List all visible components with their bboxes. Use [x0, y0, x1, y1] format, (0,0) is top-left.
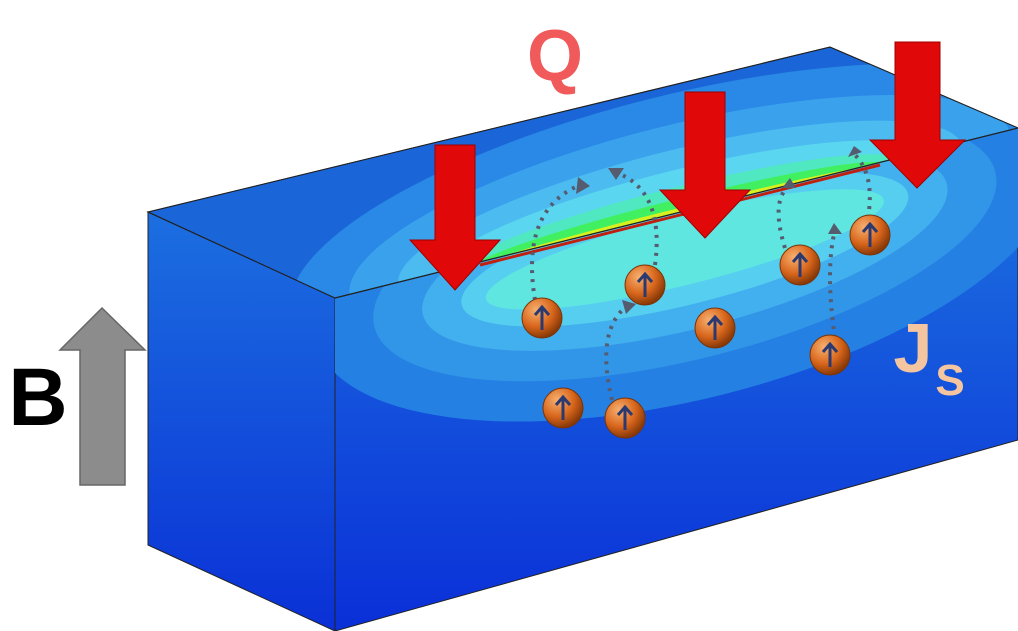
shape: [605, 398, 645, 438]
diagram: Q B J S: [0, 0, 1018, 631]
body: Q B J S (() => { const data = JSON.parse…: [0, 0, 1018, 631]
shape: [780, 245, 820, 285]
shape: [810, 335, 850, 375]
shape: [543, 388, 583, 428]
field-label: B: [8, 352, 67, 443]
shape: [695, 308, 735, 348]
shape: [522, 298, 562, 338]
spin-current-label: J: [894, 309, 933, 387]
shape: [625, 265, 665, 305]
heat-label: Q: [527, 16, 583, 96]
spin-current-subscript: S: [935, 356, 964, 405]
page: {"labels": {"heat": "Q", "field": "B", "…: [0, 0, 1018, 631]
field-arrow: [60, 308, 145, 485]
shape: [850, 215, 890, 255]
